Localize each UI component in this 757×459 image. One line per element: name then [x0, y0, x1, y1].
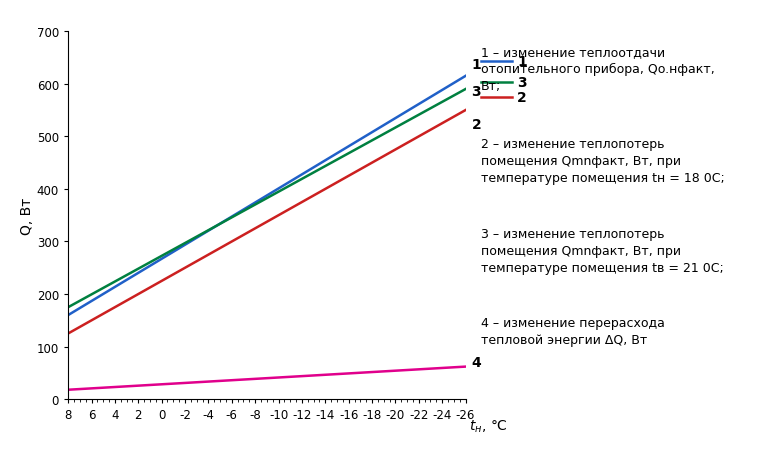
Text: 1 – изменение теплоотдачи
отопительного прибора, Qo.нфакт,
Вт;: 1 – изменение теплоотдачи отопительного …	[481, 46, 715, 93]
Text: 2: 2	[472, 118, 481, 132]
Text: 2 – изменение теплопотерь
помещения Qmnфакт, Вт, при
температуре помещения tн = : 2 – изменение теплопотерь помещения Qmnф…	[481, 138, 724, 185]
Text: 3: 3	[517, 76, 527, 90]
Text: 1: 1	[472, 58, 481, 72]
Text: 3 – изменение теплопотерь
помещения Qmnфакт, Вт, при
температуре помещения tв = : 3 – изменение теплопотерь помещения Qmnф…	[481, 227, 724, 274]
Text: 3: 3	[472, 85, 481, 99]
Text: $t_{н}$, °С: $t_{н}$, °С	[469, 418, 508, 434]
Text: 4 – изменение перерасхода
тепловой энергии ΔQ, Вт: 4 – изменение перерасхода тепловой энерг…	[481, 317, 665, 347]
Y-axis label: Q, Вт: Q, Вт	[20, 197, 34, 234]
Text: 4: 4	[472, 355, 481, 369]
Text: 2: 2	[517, 91, 527, 105]
Text: 1: 1	[517, 55, 527, 69]
